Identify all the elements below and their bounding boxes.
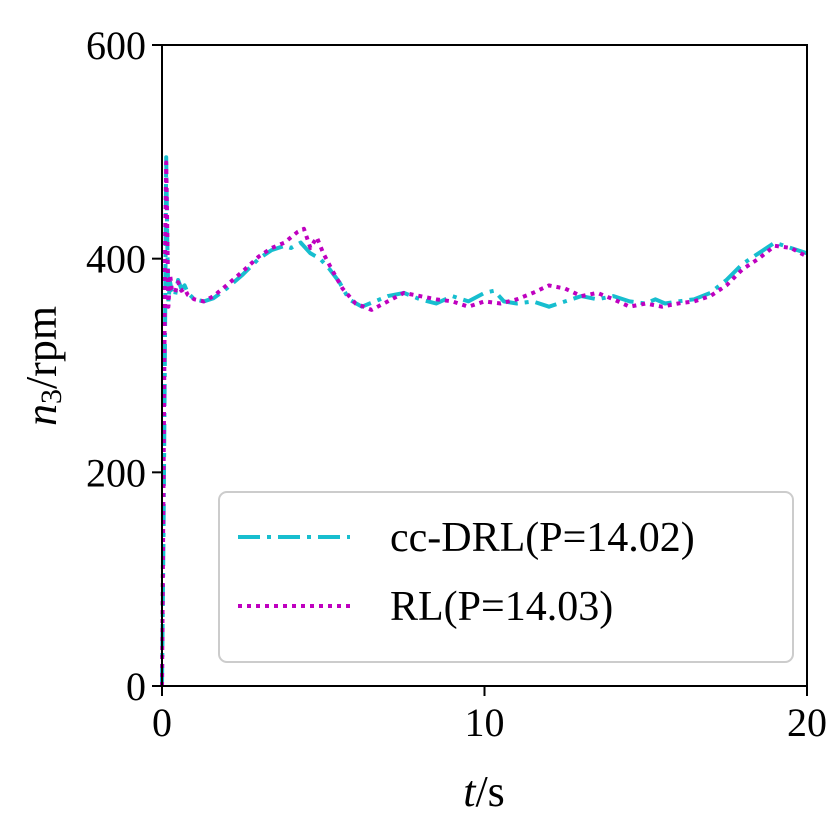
- x-axis-label: t/s: [463, 767, 505, 816]
- y-tick-label-1: 200: [86, 450, 146, 495]
- x-tick-label-2: 20: [787, 700, 827, 745]
- x-tick-label-0: 0: [152, 700, 172, 745]
- series-layer: [160, 155, 808, 687]
- y-tick-label-2: 400: [86, 237, 146, 282]
- legend: cc-DRL(P=14.02) RL(P=14.03): [218, 491, 794, 663]
- series-line-0: [160, 155, 808, 687]
- legend-label-cc-drl: cc-DRL(P=14.02): [390, 515, 695, 561]
- legend-label-rl: RL(P=14.03): [390, 584, 613, 630]
- y-tick-label-0: 0: [126, 664, 146, 709]
- series-line-1: [160, 160, 808, 687]
- legend-box: [218, 491, 794, 663]
- x-tick-label-1: 10: [465, 700, 505, 745]
- y-tick-label-3: 600: [86, 23, 146, 68]
- y-axis-label: n3/rpm: [17, 306, 68, 426]
